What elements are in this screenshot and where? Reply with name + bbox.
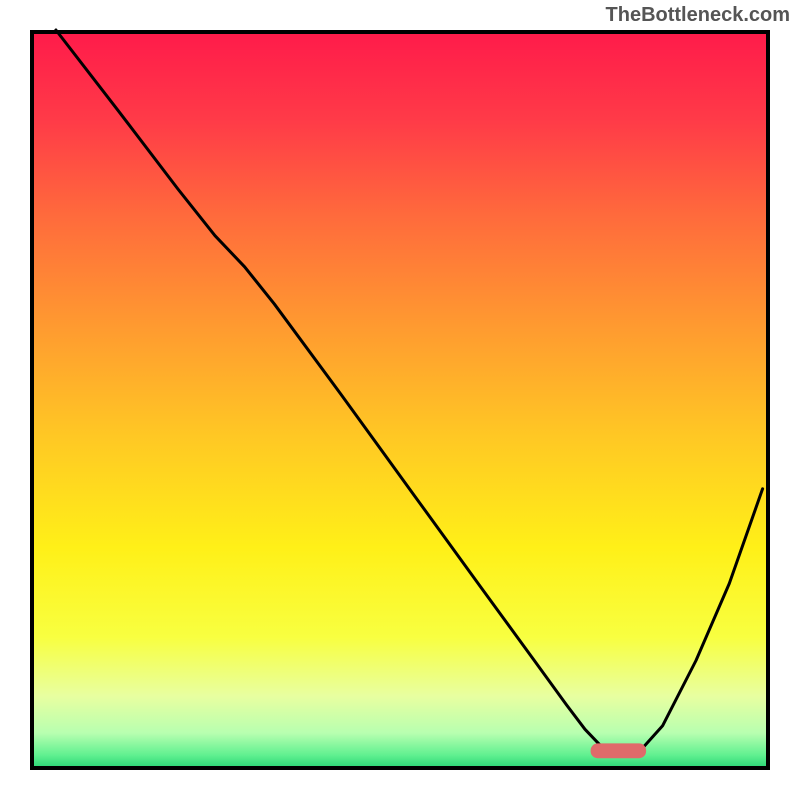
plot-border	[30, 30, 770, 770]
chart-container: { "watermark": { "text": "TheBottleneck.…	[0, 0, 800, 800]
watermark-text: TheBottleneck.com	[606, 4, 790, 27]
